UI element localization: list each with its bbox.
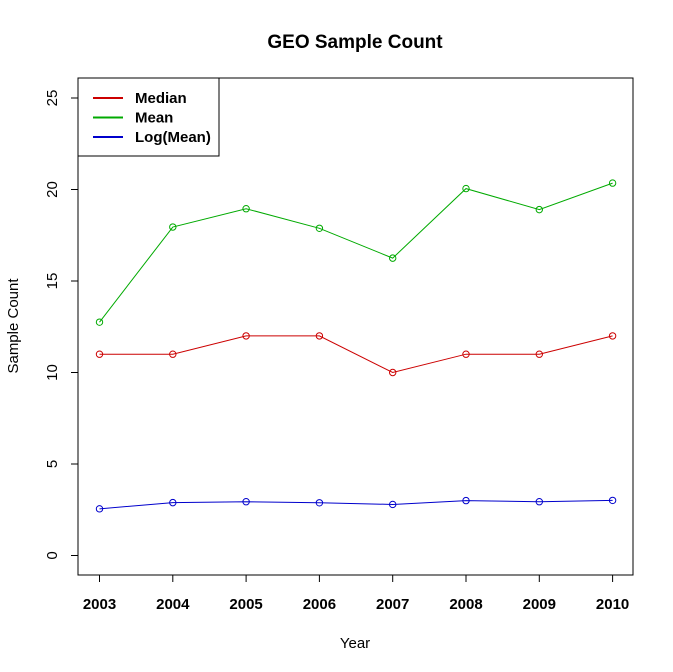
y-tick-label: 15 [44,273,61,290]
data-point [608,332,617,340]
data-point [242,205,250,213]
data-point [95,350,104,358]
series-layer [95,179,617,513]
x-tick-label: 2005 [229,596,262,613]
series-line [99,499,613,510]
y-tick-label: 20 [44,181,61,198]
x-tick-label: 2006 [303,596,336,613]
y-axis: 0 5 10 15 20 25 [44,90,79,560]
data-point [462,496,470,505]
y-tick-label: 5 [44,460,61,468]
data-point [315,499,324,507]
x-tick-label: 2008 [449,596,482,613]
data-point [608,179,617,187]
legend-label: Log(Mean) [135,129,211,146]
data-point [95,318,104,326]
data-point [95,505,104,513]
y-axis-title: Sample Count [5,278,22,374]
legend: Median Mean Log(Mean) [77,77,220,157]
series-line [99,335,613,374]
chart-title: GEO Sample Count [267,32,443,53]
data-point [315,224,324,232]
y-tick-label: 0 [44,551,61,559]
data-point [169,350,177,358]
legend-label: Mean [135,110,173,127]
data-point [169,498,177,507]
data-point [462,350,470,358]
data-point [315,332,324,340]
data-point [389,368,397,377]
x-tick-label: 2010 [596,596,629,613]
data-point [462,184,470,193]
data-point [389,500,397,509]
data-point [242,497,250,506]
x-tick-label: 2004 [156,596,190,613]
data-point [608,496,617,505]
x-axis-title: Year [340,635,370,652]
x-tick-label: 2003 [83,596,116,613]
y-tick-label: 25 [44,90,61,107]
data-point [169,223,177,231]
series-line [99,182,613,323]
x-tick-label: 2007 [376,596,409,613]
data-point [535,205,543,214]
legend-label: Median [135,90,187,107]
data-point [389,254,397,262]
data-point [535,497,543,506]
x-tick-label: 2009 [523,596,556,613]
x-axis: 2003 2004 2005 2006 2007 2008 2009 2010 [83,574,629,613]
y-tick-label: 10 [44,364,61,381]
data-point [242,332,250,340]
data-point [535,350,543,358]
